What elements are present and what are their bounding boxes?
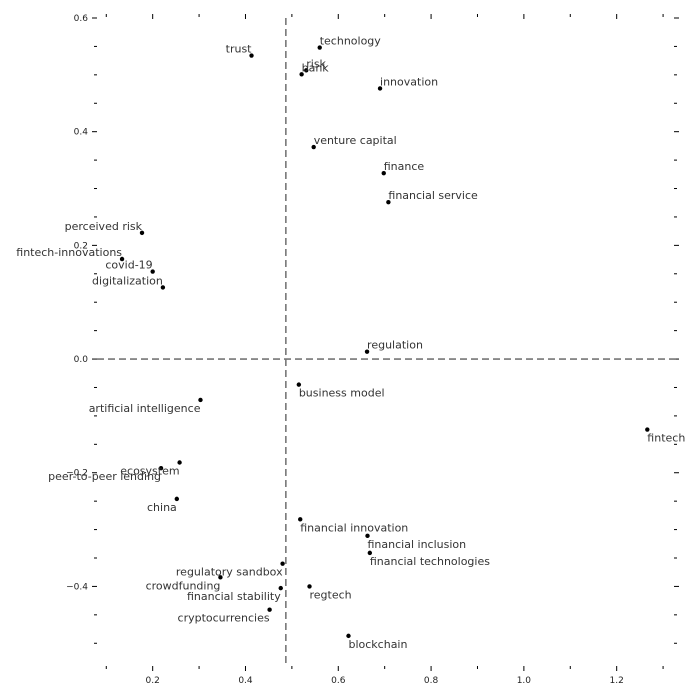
y-tick-label: 0.2	[74, 241, 88, 251]
quadrant-lines	[97, 18, 677, 666]
data-point	[311, 144, 316, 150]
y-tick-label: −0.2	[66, 469, 88, 479]
data-point	[386, 199, 391, 205]
point-label: peer-to-peer lending	[48, 470, 161, 483]
data-point	[218, 575, 223, 580]
data-point	[645, 427, 650, 432]
data-point	[177, 460, 182, 465]
y-tick-label: 0.4	[74, 128, 89, 138]
point-label: ecosystem	[120, 465, 179, 478]
data-point	[296, 382, 302, 387]
y-tick-label: −0.4	[66, 582, 88, 592]
point-label: bank	[302, 61, 330, 74]
data-point	[364, 349, 370, 354]
point-label: china	[147, 501, 177, 514]
data-point	[307, 584, 312, 589]
x-tick-label: 0.2	[146, 676, 160, 686]
data-point	[280, 561, 285, 566]
point-label: financial innovation	[300, 521, 408, 534]
data-point	[158, 465, 164, 471]
axis-ticks: 0.2 0.4 0.6 0.8 1.0 1.2 −0.4 −0.2 0.0 0.2 0.4 0.6	[66, 14, 679, 686]
point-label: trust	[226, 43, 253, 56]
point-label: digitalization	[92, 274, 163, 287]
point-label: fintech-innovations	[16, 246, 122, 259]
point-label: blockchain	[348, 638, 407, 651]
point-label: financial service	[388, 189, 478, 202]
data-point	[150, 269, 155, 274]
point-label: technology	[320, 35, 382, 48]
data-point	[365, 533, 370, 539]
x-tick-label: 0.6	[331, 676, 346, 686]
point-label: innovation	[380, 75, 438, 88]
data-point	[298, 517, 303, 522]
data-point	[367, 550, 373, 556]
point-label: covid-19	[105, 259, 152, 272]
data-point	[377, 86, 383, 91]
point-label: finance	[384, 160, 425, 173]
data-point	[304, 68, 309, 73]
data-point	[160, 285, 166, 290]
data-point	[198, 397, 203, 403]
point-label: crowdfunding	[146, 579, 221, 592]
data-point	[139, 230, 145, 236]
data-point	[174, 496, 180, 502]
point-label: financial technologies	[370, 555, 490, 568]
data-point	[346, 633, 351, 639]
data-point	[299, 72, 304, 77]
y-tick-label: 0.6	[74, 14, 89, 24]
point-label: artificial intelligence	[89, 402, 201, 415]
x-tick-label: 1.0	[517, 676, 532, 686]
point-label: financial inclusion	[368, 538, 467, 551]
point-label: business model	[299, 387, 385, 400]
data-point	[267, 607, 272, 612]
point-label: regtech	[310, 588, 352, 601]
x-tick-label: 1.2	[610, 676, 624, 686]
point-label: fintech	[647, 432, 685, 445]
point-label: regulation	[367, 339, 423, 352]
data-point	[249, 53, 254, 58]
data-point	[119, 256, 125, 262]
y-tick-label: 0.0	[74, 355, 89, 365]
data-points	[119, 45, 650, 639]
point-label: venture capital	[314, 134, 397, 147]
data-point	[278, 585, 283, 591]
point-label: regulatory sandbox	[176, 566, 283, 579]
x-tick-label: 0.8	[424, 676, 439, 686]
x-tick-label: 0.4	[238, 676, 253, 686]
point-label: perceived risk	[65, 220, 143, 233]
point-label: financial stability	[187, 590, 281, 603]
point-label: cryptocurrencies	[178, 612, 270, 625]
data-point	[317, 45, 322, 50]
point-label: risk	[306, 57, 326, 70]
data-point	[381, 170, 386, 176]
